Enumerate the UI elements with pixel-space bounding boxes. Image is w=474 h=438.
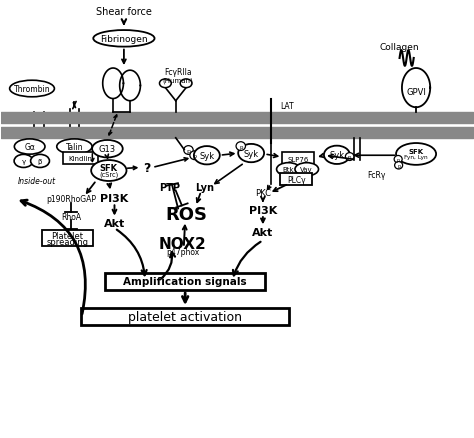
Text: ROS: ROS xyxy=(165,206,208,224)
Text: Fibrinogen: Fibrinogen xyxy=(100,35,148,44)
Text: Shear force: Shear force xyxy=(96,7,152,17)
Text: ?: ? xyxy=(143,162,150,175)
FancyBboxPatch shape xyxy=(282,153,314,166)
Text: Vav: Vav xyxy=(301,167,313,173)
Text: Thrombin: Thrombin xyxy=(14,85,50,94)
Ellipse shape xyxy=(184,146,193,155)
Text: SLP76: SLP76 xyxy=(288,156,309,162)
Text: p: p xyxy=(192,153,197,159)
Text: platelet activation: platelet activation xyxy=(128,311,242,323)
Ellipse shape xyxy=(91,161,127,182)
Ellipse shape xyxy=(92,141,123,158)
Text: PKC: PKC xyxy=(255,188,271,198)
FancyBboxPatch shape xyxy=(280,174,312,186)
Ellipse shape xyxy=(194,147,220,165)
Text: Akt: Akt xyxy=(252,227,273,237)
Text: p47phox: p47phox xyxy=(166,247,200,257)
Ellipse shape xyxy=(396,144,436,166)
Text: Collagen: Collagen xyxy=(380,42,419,52)
Text: Fyn, Lyn: Fyn, Lyn xyxy=(404,155,428,160)
Text: Syk: Syk xyxy=(199,152,214,160)
Text: SFK: SFK xyxy=(409,148,424,155)
Text: p190RhoGAP: p190RhoGAP xyxy=(46,195,96,204)
Text: p: p xyxy=(397,157,400,162)
Ellipse shape xyxy=(14,155,33,168)
Text: FcRγ: FcRγ xyxy=(367,171,385,180)
Text: Platelet: Platelet xyxy=(51,232,83,240)
Ellipse shape xyxy=(190,152,199,160)
Ellipse shape xyxy=(277,163,300,177)
FancyBboxPatch shape xyxy=(42,230,93,247)
Ellipse shape xyxy=(395,162,402,170)
Text: RhoA: RhoA xyxy=(61,212,81,221)
Ellipse shape xyxy=(57,140,92,155)
FancyBboxPatch shape xyxy=(82,308,289,325)
Text: SFK: SFK xyxy=(100,163,118,173)
Text: Syk: Syk xyxy=(244,149,259,158)
Text: PI3K: PI3K xyxy=(249,205,277,215)
FancyBboxPatch shape xyxy=(63,153,98,165)
Text: PLCγ: PLCγ xyxy=(287,175,306,184)
Ellipse shape xyxy=(93,31,155,47)
Text: Akt: Akt xyxy=(104,219,125,228)
Text: Lyn: Lyn xyxy=(195,182,214,192)
Text: Amplification signals: Amplification signals xyxy=(123,277,247,286)
Text: Gα: Gα xyxy=(24,143,35,152)
Ellipse shape xyxy=(295,163,319,177)
Text: p: p xyxy=(186,148,191,153)
Text: p: p xyxy=(397,163,400,168)
Text: PI3K: PI3K xyxy=(100,193,128,203)
Ellipse shape xyxy=(394,156,402,163)
Text: p: p xyxy=(239,144,243,149)
Text: GPVI: GPVI xyxy=(406,88,426,97)
Ellipse shape xyxy=(346,153,354,161)
Text: Talin: Talin xyxy=(66,143,83,152)
Ellipse shape xyxy=(14,140,45,155)
Text: Kindlin: Kindlin xyxy=(69,156,92,162)
Text: Syk: Syk xyxy=(329,151,345,160)
Ellipse shape xyxy=(159,80,171,88)
Ellipse shape xyxy=(324,146,350,165)
Text: FcγRIIa: FcγRIIa xyxy=(164,68,192,77)
Ellipse shape xyxy=(236,142,246,151)
Text: β: β xyxy=(38,159,42,165)
Text: p: p xyxy=(348,155,351,160)
Ellipse shape xyxy=(9,81,55,98)
Text: NOX2: NOX2 xyxy=(159,237,207,252)
Text: (Human): (Human) xyxy=(163,78,193,84)
Text: spreading: spreading xyxy=(46,237,88,246)
Text: LAT: LAT xyxy=(280,101,294,110)
Text: G13: G13 xyxy=(99,145,116,154)
Text: γ: γ xyxy=(21,159,26,165)
FancyBboxPatch shape xyxy=(105,273,265,290)
Text: (cSrc): (cSrc) xyxy=(99,171,118,178)
Text: PTP: PTP xyxy=(160,182,181,192)
Text: Inside-out: Inside-out xyxy=(18,176,56,185)
Ellipse shape xyxy=(180,80,192,88)
Ellipse shape xyxy=(31,155,49,168)
Ellipse shape xyxy=(238,145,264,163)
Text: Btk: Btk xyxy=(283,167,294,173)
